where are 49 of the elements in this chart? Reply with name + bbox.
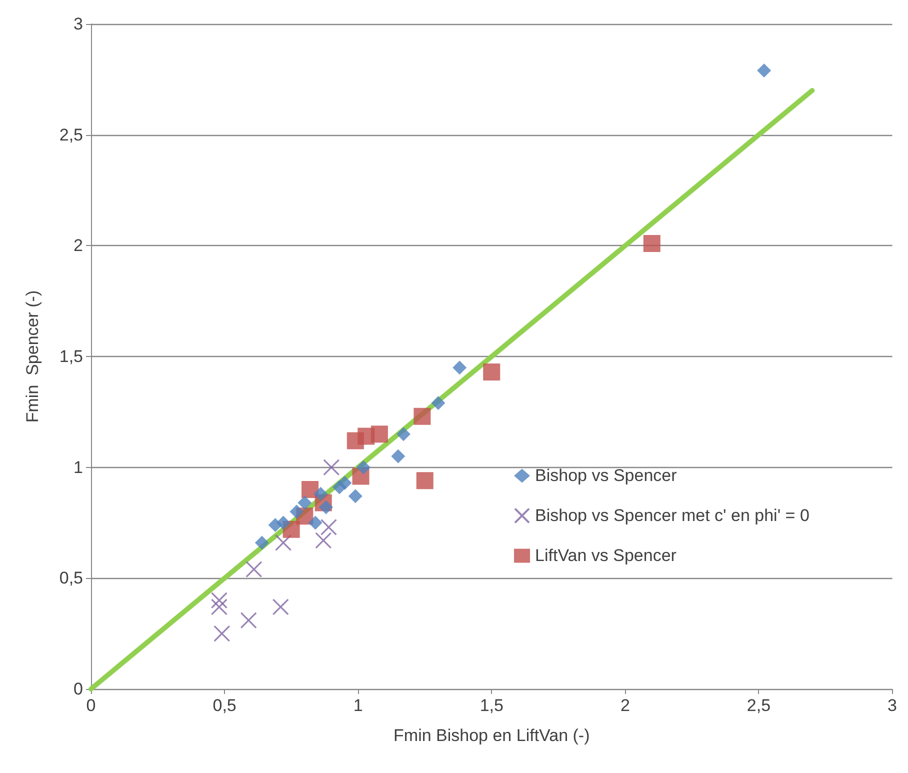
x-tick-label: 0 [86,696,96,715]
point [210,598,228,616]
x-tick-label: 0,5 [212,696,236,715]
point [452,360,467,375]
legend-label: Bishop vs Spencer met c' en phi' = 0 [535,506,810,526]
point [348,489,362,504]
y-tick-label: 1,5 [59,347,83,366]
point [431,396,446,410]
point [315,532,332,549]
point [320,518,338,536]
point [268,518,282,532]
x-tick-label: 2 [620,696,630,715]
point [483,364,500,381]
y-axis-title: Fmin Spencer (-) [23,290,42,423]
point [314,486,328,501]
point [757,64,772,78]
y-tick-label: 2 [74,236,83,256]
point [275,534,292,551]
point [214,625,230,642]
point [416,472,434,490]
y-tick-label: 0 [74,680,83,698]
point [298,496,312,510]
point [254,536,269,550]
x-tick-label: 3 [888,696,898,715]
point [323,459,340,476]
point [391,449,406,464]
y-tick-label: 1 [74,458,83,477]
point [332,480,346,494]
legend-label: LiftVan vs Spencer [535,546,677,566]
point [246,561,262,578]
point [319,500,334,514]
point [308,516,322,530]
y-tick-label: 0,5 [59,568,83,588]
x-axis-title: Fmin Bishop en LiftVan (-) [394,726,590,745]
point [210,592,228,609]
x-tick-label: 1 [353,696,363,715]
point [272,598,289,616]
point [346,432,364,450]
point [414,408,431,425]
point [356,460,370,474]
point [396,427,410,442]
point [290,504,304,519]
y-tick-label: 3 [74,14,83,34]
x-tick-label: 1,5 [480,696,504,715]
legend-label: Bishop vs Spencer [535,466,678,486]
point [643,234,660,252]
point [240,612,257,629]
y-tick-label: 2,5 [59,125,83,144]
x-tick-label: 2,5 [746,696,771,715]
